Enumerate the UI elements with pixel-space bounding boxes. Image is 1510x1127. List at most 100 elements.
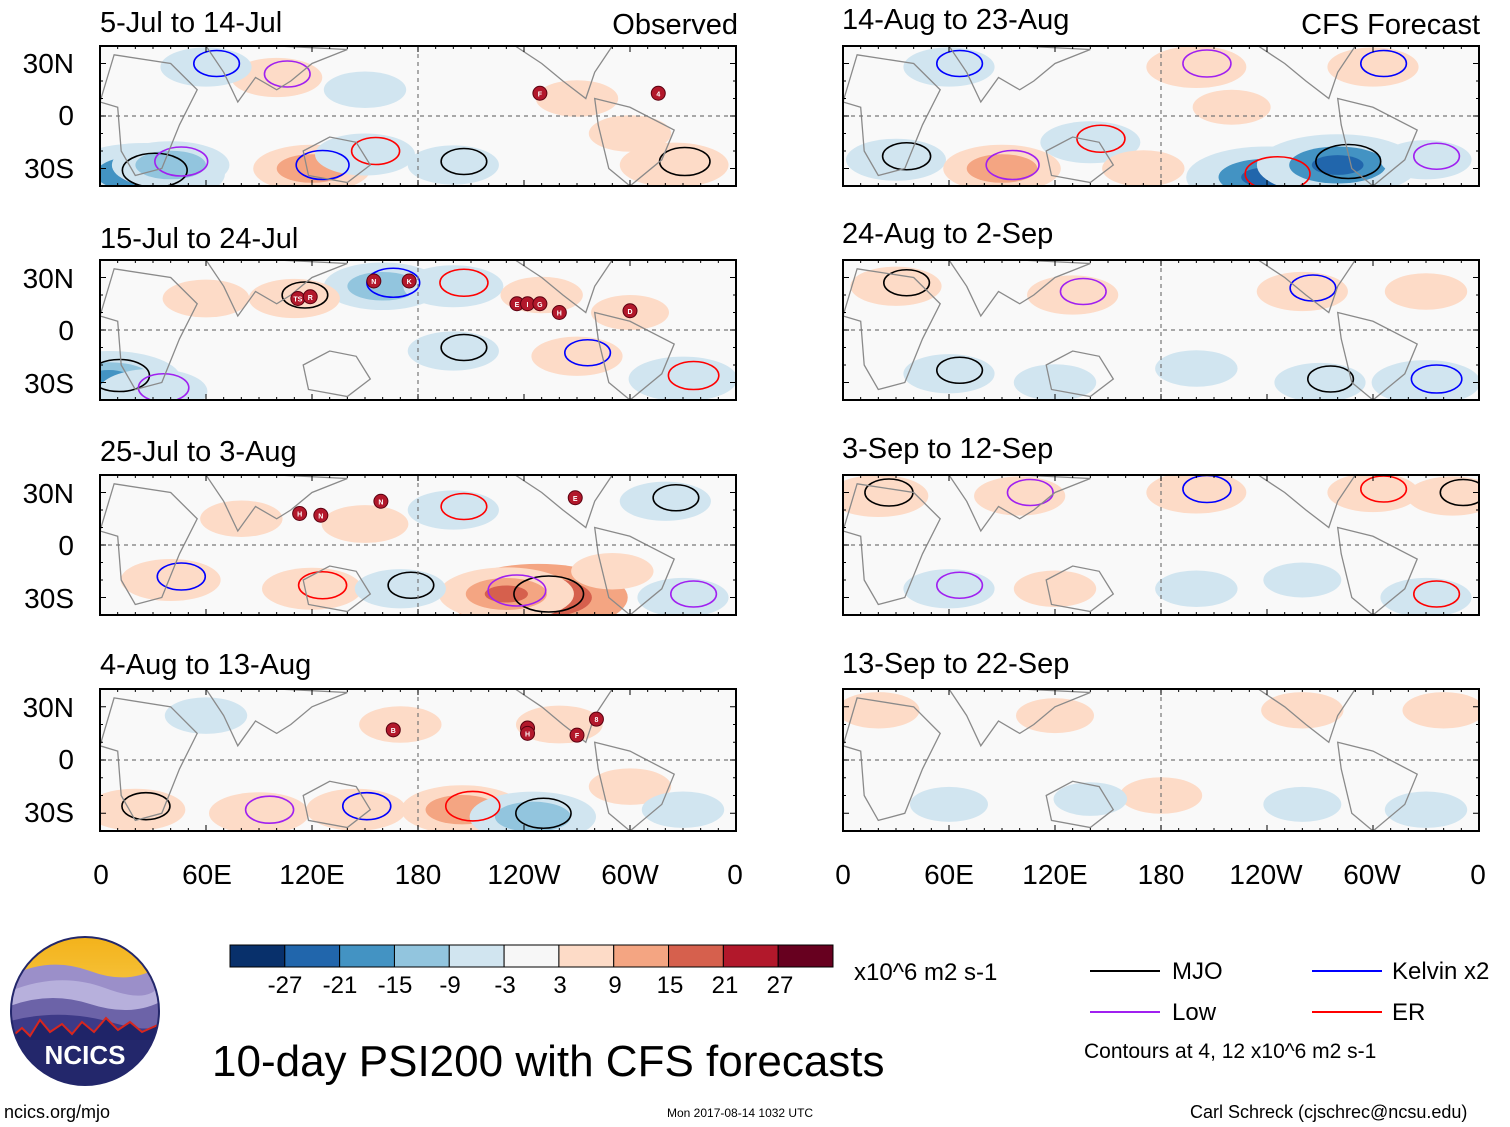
anomaly-region (588, 115, 672, 152)
logo-text: NCICS (45, 1040, 126, 1070)
x-tick-label: 60E (182, 859, 232, 890)
main-title: 10-day PSI200 with CFS forecasts (212, 1037, 885, 1086)
y-tick-label: 30S (24, 797, 74, 828)
continent-outline (302, 136, 372, 184)
colorbar-tick: 21 (711, 972, 739, 999)
anomaly-core (120, 377, 186, 400)
continent-outline (948, 46, 1091, 104)
storm-marker (302, 289, 318, 305)
continent-outline (100, 268, 198, 391)
y-tick-label: 30S (24, 153, 74, 184)
y-tick-label: 30S (24, 368, 74, 399)
colorbar-tick: 27 (766, 972, 794, 999)
continent-outline (1257, 260, 1357, 314)
map-panel (843, 475, 1479, 615)
contour-line (935, 571, 984, 600)
anomaly-region (1013, 364, 1097, 400)
legend-label-mjo: MJO (1172, 958, 1223, 985)
storm-marker (569, 727, 585, 743)
anomaly-region (974, 476, 1066, 516)
anomaly-region (1261, 692, 1344, 729)
continent-outline (1336, 526, 1419, 615)
anomaly-region (162, 279, 250, 318)
panel-title: 13-Sep to 22-Sep (842, 648, 1070, 680)
panel-title: 25-Jul to 3-Aug (100, 436, 297, 468)
y-tick-label: 0 (58, 100, 74, 131)
anomaly-region (407, 145, 499, 185)
anomaly-region (1384, 791, 1468, 828)
continent-outline (514, 475, 614, 529)
y-tick-label: 0 (58, 315, 74, 346)
tick-marks (99, 45, 737, 187)
colorbar-swatch (284, 944, 341, 968)
continent-outline (1257, 689, 1357, 744)
contour-line (121, 791, 171, 821)
x-tick-label: 120E (1022, 859, 1088, 890)
contour-line (297, 570, 348, 600)
anomaly-region (231, 57, 323, 98)
continent-outline (593, 311, 676, 400)
storm-marker (313, 507, 329, 523)
continent-outline (205, 46, 348, 104)
colorbar-swatch (339, 944, 395, 968)
tick-marks (99, 474, 737, 616)
colorbar-swatch (229, 944, 286, 968)
anomaly-core (335, 141, 395, 168)
storm-marker (588, 711, 604, 727)
anomaly-region (1380, 140, 1472, 180)
contour-line (439, 268, 489, 298)
x-tick-label: 0 (835, 859, 851, 890)
contour-line (1439, 478, 1479, 507)
continent-outline (948, 475, 1091, 533)
map-panel: H N N E (100, 475, 736, 615)
continent-outline (302, 780, 372, 829)
anomaly-region (1406, 476, 1479, 516)
ncics-logo: NCICS (10, 936, 160, 1086)
anomaly-region (641, 791, 725, 828)
anomaly-region (323, 71, 407, 108)
anomaly-region (321, 505, 409, 543)
storm-label: R (308, 295, 313, 302)
anomaly-region (619, 481, 711, 521)
continent-outline (100, 697, 198, 822)
colorbar-swatch (558, 944, 615, 968)
anomaly-region (1263, 562, 1342, 598)
colorbar-tick: -15 (377, 972, 413, 999)
contour-line (1306, 365, 1355, 393)
continent-outline (1336, 741, 1419, 831)
anomaly-core (347, 271, 418, 301)
storm-marker (650, 85, 666, 101)
anomaly-region (407, 490, 499, 530)
continent-outline (843, 54, 941, 177)
contour-line (387, 571, 435, 600)
colorbar-swatch (668, 944, 724, 968)
y-tick-label: 30N (22, 263, 74, 294)
map-panel: B2HF8 (100, 689, 736, 831)
contour-line (513, 575, 585, 613)
storm-label: TS (293, 297, 302, 304)
anomaly-core (650, 365, 716, 393)
continent-outline (948, 689, 1091, 748)
colorbar-tick: -27 (267, 972, 303, 999)
y-tick-label: 30N (22, 48, 74, 79)
storm-marker (551, 305, 567, 320)
continent-outline (1336, 97, 1419, 186)
anomaly-region (1053, 782, 1128, 816)
contour-line (263, 60, 311, 88)
anomaly-region (1016, 698, 1094, 734)
anomaly-region (1027, 275, 1119, 315)
storm-label: K (407, 279, 412, 286)
anomaly-region (588, 768, 672, 805)
anomaly-region (354, 569, 446, 609)
x-tick-label: 120W (1229, 859, 1303, 890)
storm-label: I (527, 302, 529, 309)
anomaly-core (1166, 54, 1227, 80)
tick-marks (99, 259, 737, 401)
x-tick-label: 120E (279, 859, 345, 890)
continent-outline (1257, 46, 1357, 100)
y-tick-label: 0 (58, 744, 74, 775)
contour-line (281, 281, 329, 309)
contour-line (154, 146, 209, 177)
storm-label: H (297, 512, 302, 519)
